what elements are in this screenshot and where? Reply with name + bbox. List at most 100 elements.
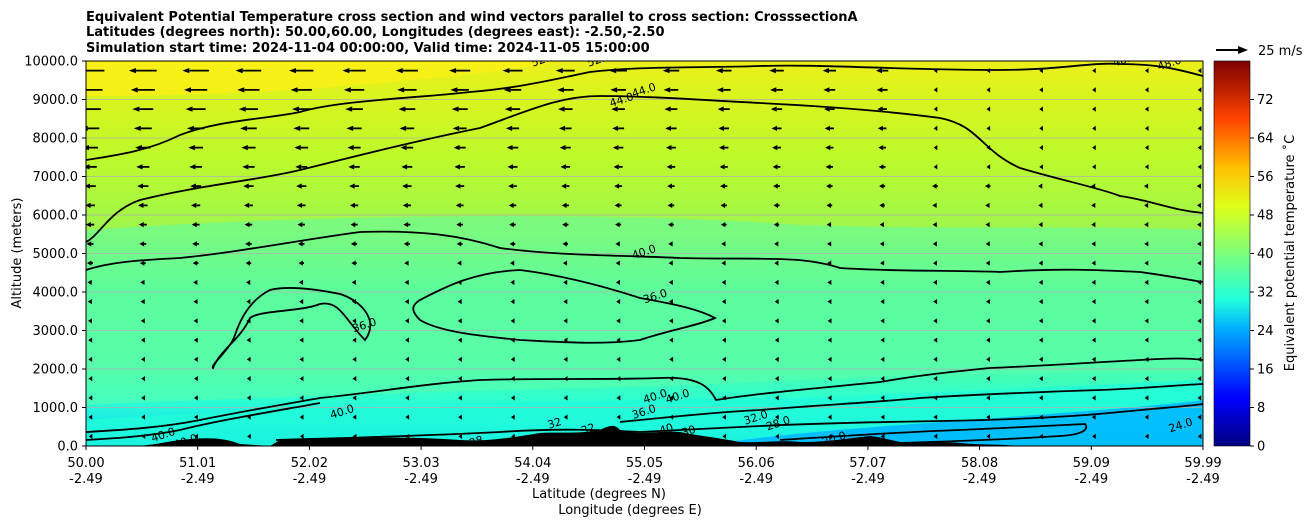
wind-vector [1039,68,1043,74]
wind-vector [985,222,990,228]
wind-vector [668,279,673,285]
wind-vector [510,279,515,285]
wind-vector [139,260,146,266]
wind-vector [879,202,885,208]
wind-vector [243,183,254,189]
wind-vector [1197,376,1202,382]
wind-vector [403,222,411,228]
wind-vector [614,202,622,208]
wind-vector [1144,356,1149,362]
wind-vector [825,145,834,151]
wind-vector [986,376,991,382]
wind-vector [774,299,779,305]
chart-title: Equivalent Potential Temperature cross s… [86,10,858,56]
wind-vector [352,414,357,420]
wind-vector [296,202,306,208]
wind-vector [189,164,202,170]
y-tick-label: 10000.0 [24,55,78,70]
wind-vector [985,202,990,208]
wind-vector [827,356,832,362]
wind-vector [615,241,620,247]
wind-vector [243,202,253,208]
wind-vector [351,299,357,305]
contour-label: 52.0 [530,50,557,70]
wind-vector [1038,202,1043,208]
wind-vector [1091,356,1096,362]
wind-vector [826,202,833,208]
wind-vector [1197,337,1202,343]
x-tick-lon: -2.49 [293,472,327,487]
wind-vector [193,299,198,305]
wind-vector [87,299,92,305]
wind-vector [185,106,206,112]
wind-vector [932,222,937,228]
wind-vector [1038,222,1043,228]
wind-vector [405,337,409,343]
wind-vector [88,414,93,420]
x-tick-lat: 57.07 [849,456,886,471]
wind-vector [449,68,471,74]
x-tick-lon: -2.49 [963,472,997,487]
wind-vector [667,202,675,208]
wind-vector [879,241,885,247]
wind-vector [348,164,360,170]
wind-vector [86,164,97,170]
wind-vector [722,337,726,343]
wind-vector [562,222,569,228]
wind-vector [1092,68,1096,74]
title-line-2: Latitudes (degrees north): 50.00,60.00, … [86,25,665,40]
wind-vector [509,241,516,247]
wind-vector [238,106,259,112]
x-tick-lat: 50.00 [67,456,104,471]
wind-vector [932,183,938,189]
colorbar-gradient [1214,61,1250,446]
wind-vector [1197,145,1202,151]
wind-vector [184,87,208,93]
wind-vector [827,318,832,324]
wind-vector [1039,87,1043,93]
wind-vector [508,183,517,189]
wind-vector [140,299,145,305]
wind-vector [986,337,990,343]
wind-vector [299,414,304,420]
wind-vector [141,433,146,439]
wind-vector [87,279,92,285]
wind-vector [609,68,628,74]
wind-vector [352,318,357,324]
wind-vector [299,395,304,401]
wind-vector [505,125,520,131]
wind-vector [558,106,573,112]
wind-vector [403,241,410,247]
wind-vector [933,125,938,131]
wind-vector [825,164,833,170]
wind-vector [88,318,93,324]
wind-vector [88,433,93,439]
wind-vector [721,260,726,266]
mid-level-band [86,215,1203,405]
plot-area: 52.0 52.0 48.0 48.044.044.040.036.036.040.0… [86,50,1203,446]
wind-vector [141,376,146,382]
wind-vector [296,183,307,189]
wind-vector [298,279,304,285]
wind-vector [774,337,779,343]
wind-vector [244,222,253,228]
wind-vector [878,164,886,170]
wind-vector [824,106,835,112]
contour-44 [86,95,1203,243]
wind-vector [141,414,146,420]
wind-vector [880,376,885,382]
contour-32 [275,403,1203,441]
x-tick-lon: -2.49 [404,472,438,487]
wind-vector [722,395,726,401]
wind-vector [191,202,201,208]
wind-vector [563,318,568,324]
wind-vector [509,222,516,228]
wind-vector [668,260,673,266]
wind-vector [561,183,570,189]
wind-vector [194,433,198,439]
wind-vector [875,68,889,74]
wind-vector [718,125,730,131]
wind-vector [1038,299,1043,305]
wind-vector [666,164,676,170]
wind-vector [556,87,574,93]
